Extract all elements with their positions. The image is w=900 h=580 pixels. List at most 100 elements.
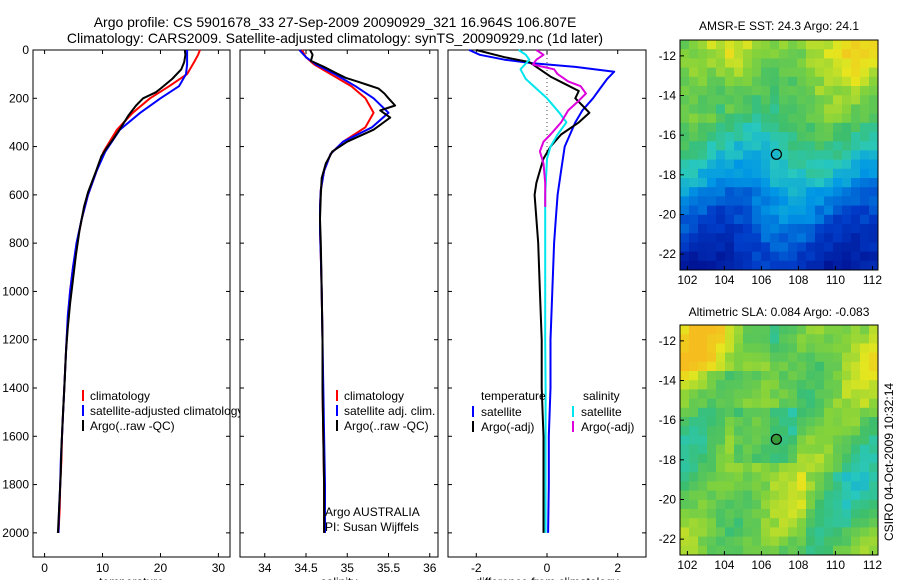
map-cell bbox=[824, 159, 834, 170]
map-cell bbox=[788, 499, 798, 510]
map-cell bbox=[797, 463, 807, 473]
map-cell bbox=[743, 545, 753, 555]
map-cell bbox=[842, 407, 852, 418]
map-cell bbox=[869, 141, 878, 151]
map-cell bbox=[734, 233, 744, 243]
map-cell bbox=[824, 435, 834, 446]
map-cell bbox=[689, 407, 699, 418]
map-cell bbox=[824, 58, 834, 69]
x-tick-label: -2 bbox=[471, 561, 482, 575]
map-cell bbox=[815, 417, 825, 427]
map-cell bbox=[743, 334, 753, 344]
map-cell bbox=[797, 361, 807, 372]
map-cell bbox=[725, 224, 735, 234]
map-cell bbox=[689, 251, 699, 262]
map-cell bbox=[869, 187, 878, 197]
legend-label: satellite bbox=[481, 405, 522, 419]
map-cell bbox=[797, 453, 807, 464]
map-cell bbox=[833, 150, 843, 161]
map-cell bbox=[806, 463, 816, 473]
map-cell bbox=[761, 334, 771, 344]
map-cell bbox=[734, 168, 744, 179]
map-cell bbox=[860, 361, 870, 372]
map-cell bbox=[743, 40, 753, 50]
map-cell bbox=[770, 527, 780, 538]
map-cell bbox=[761, 132, 771, 142]
map-cell bbox=[860, 389, 870, 400]
map-cell bbox=[833, 159, 843, 170]
map-cell bbox=[680, 205, 690, 216]
map-cell bbox=[716, 187, 726, 197]
map-cell bbox=[779, 214, 789, 225]
map-cell bbox=[824, 453, 834, 464]
map-cell bbox=[797, 233, 807, 243]
map-cell bbox=[797, 545, 807, 555]
map-cell bbox=[833, 398, 843, 409]
map-cell bbox=[842, 463, 852, 473]
map-cell bbox=[770, 389, 780, 400]
map-cell bbox=[716, 150, 726, 161]
map-cell bbox=[779, 95, 789, 105]
map-cell bbox=[725, 159, 735, 170]
map-cell bbox=[734, 76, 744, 87]
sla-map-axes: 102 104 106 108 110 112 -12 -14 -16 -18 -20 -22 bbox=[659, 324, 882, 572]
map-cell bbox=[770, 453, 780, 464]
map-cell bbox=[698, 407, 708, 418]
map-cell bbox=[734, 214, 744, 225]
map-cell bbox=[824, 481, 834, 492]
map-cell bbox=[716, 518, 726, 528]
map-cell bbox=[689, 509, 699, 519]
map-cell bbox=[761, 380, 771, 390]
map-cell bbox=[716, 58, 726, 69]
map-cell bbox=[788, 545, 798, 555]
map-cell bbox=[860, 132, 870, 142]
map-cell bbox=[698, 435, 708, 446]
map-cell bbox=[761, 178, 771, 188]
map-cell bbox=[698, 205, 708, 216]
map-cell bbox=[860, 150, 870, 161]
x-tick-label: 0 bbox=[41, 561, 48, 575]
map-cell bbox=[725, 86, 735, 96]
map-cell bbox=[860, 343, 870, 354]
map-cell bbox=[860, 536, 870, 547]
map-cell bbox=[725, 132, 735, 142]
map-cell bbox=[716, 343, 726, 354]
map-cell bbox=[797, 86, 807, 96]
map-cell bbox=[797, 168, 807, 179]
map-cell bbox=[770, 122, 780, 133]
map-cell bbox=[869, 224, 878, 234]
map-cell bbox=[806, 132, 816, 142]
map-cell bbox=[752, 95, 762, 105]
x-tick-label: 110 bbox=[826, 273, 845, 287]
map-cell bbox=[689, 49, 699, 59]
map-cell bbox=[716, 536, 726, 547]
map-cell bbox=[716, 453, 726, 464]
y-tick-label: 600 bbox=[9, 188, 29, 202]
map-cell bbox=[779, 224, 789, 234]
map-cell bbox=[833, 536, 843, 547]
map-cell bbox=[860, 67, 870, 78]
map-cell bbox=[779, 168, 789, 179]
map-cell bbox=[689, 196, 699, 207]
map-cell bbox=[770, 233, 780, 243]
map-cell bbox=[788, 334, 798, 344]
map-cell bbox=[743, 380, 753, 390]
map-cell bbox=[815, 233, 825, 243]
map-cell bbox=[707, 251, 717, 262]
map-cell bbox=[698, 141, 708, 151]
map-cell bbox=[833, 187, 843, 197]
map-cell bbox=[752, 76, 762, 87]
map-cell bbox=[869, 150, 878, 161]
map-cell bbox=[833, 352, 843, 363]
map-cell bbox=[833, 389, 843, 400]
map-cell bbox=[689, 398, 699, 409]
map-cell bbox=[707, 371, 717, 381]
map-cell bbox=[680, 509, 690, 519]
map-cell bbox=[698, 536, 708, 547]
map-cell bbox=[815, 518, 825, 528]
map-cell bbox=[806, 453, 816, 464]
map-cell bbox=[680, 150, 690, 161]
map-cell bbox=[689, 417, 699, 427]
legend-label: satellite bbox=[581, 405, 622, 419]
map-cell bbox=[761, 113, 771, 124]
